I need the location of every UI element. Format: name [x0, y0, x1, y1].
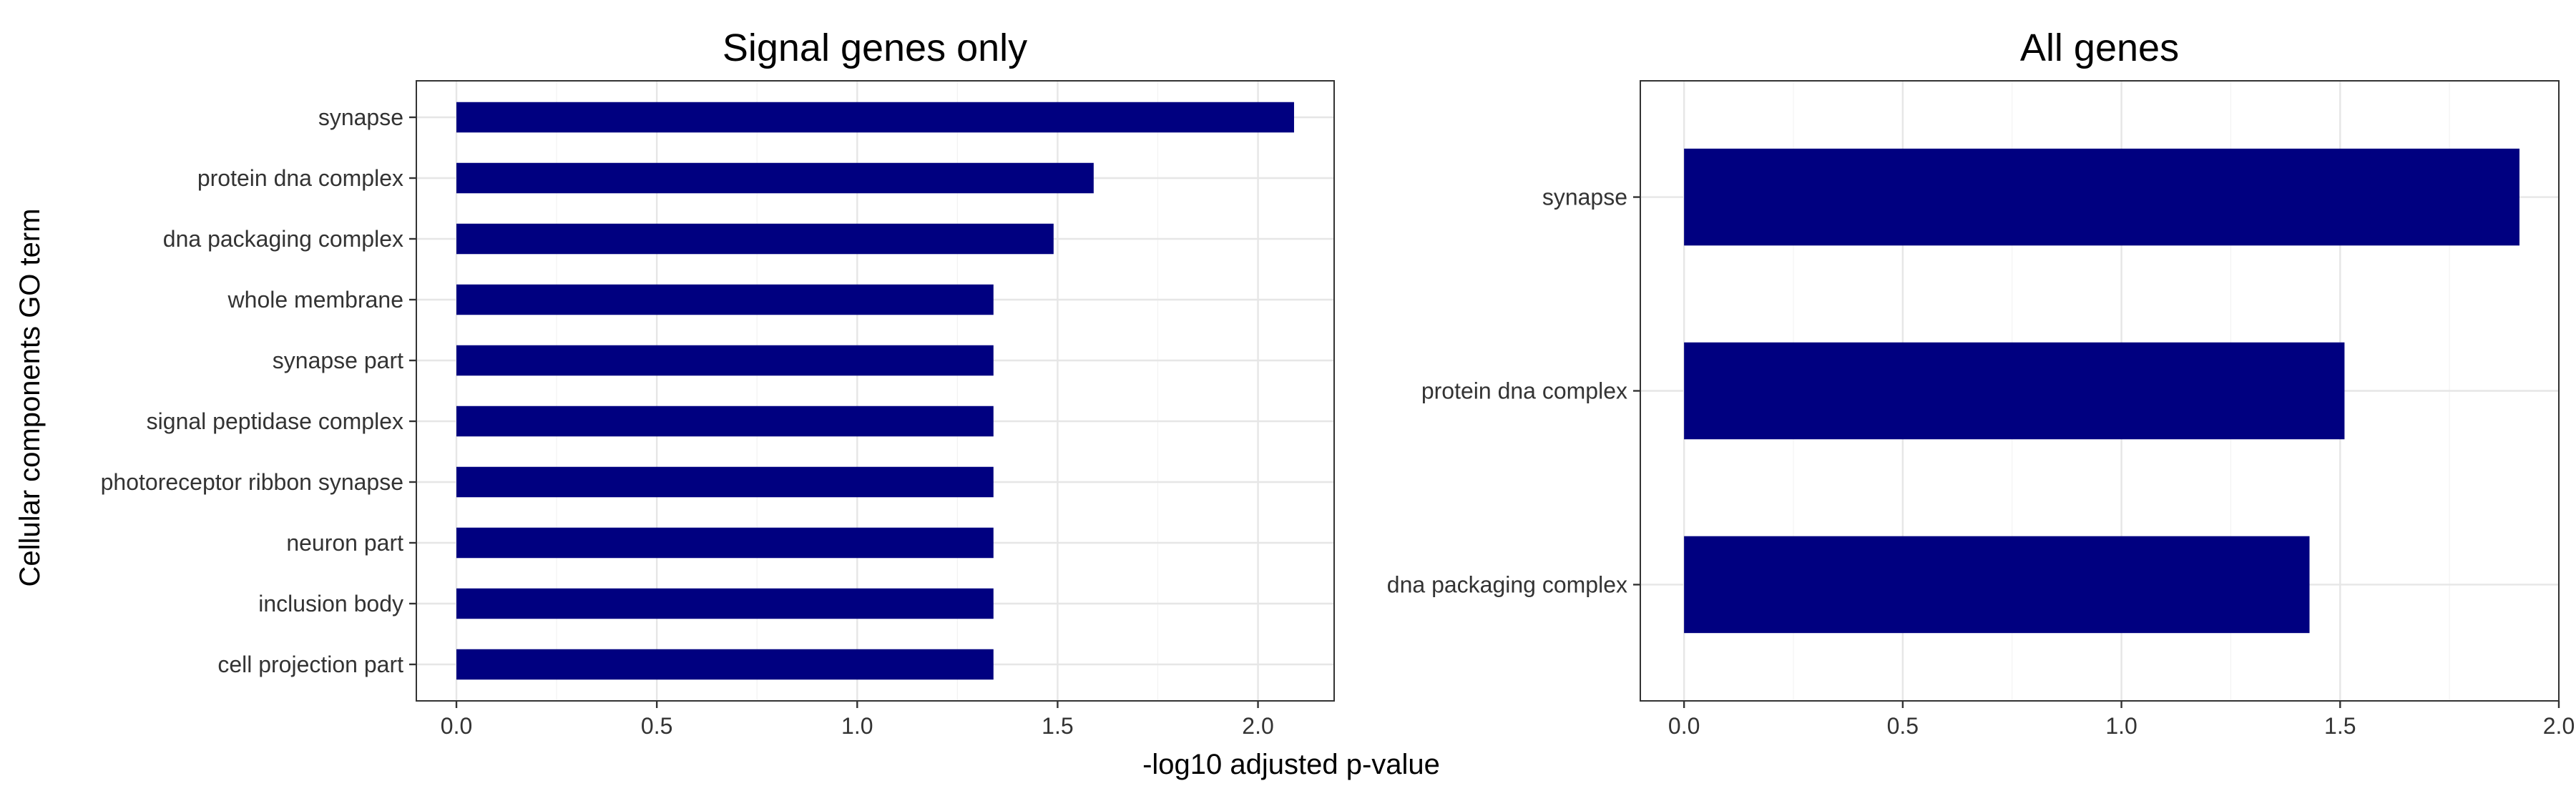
x-tick-label: 1.5 — [2324, 713, 2356, 739]
category-label: cell projection part — [217, 652, 403, 677]
category-label: protein dna complex — [1421, 378, 1627, 404]
x-axis-title: -log10 adjusted p-value — [1142, 749, 1440, 780]
x-tick-label: 0.0 — [441, 713, 472, 739]
bar — [456, 345, 994, 376]
panel-title: All genes — [2020, 26, 2179, 69]
bar — [456, 162, 1094, 194]
x-tick-label: 2.0 — [2543, 713, 2575, 739]
category-label: synapse part — [273, 348, 403, 373]
category-label: whole membrane — [227, 287, 403, 313]
x-tick-label: 0.5 — [1887, 713, 1919, 739]
panel-border — [416, 80, 1335, 702]
bar — [456, 649, 994, 680]
bar — [456, 466, 994, 498]
category-label: signal peptidase complex — [147, 408, 403, 434]
panel-all-genes: synapse protein dna complex dna packaging … — [1387, 26, 2575, 739]
bar — [1684, 536, 2310, 634]
panel-signal-genes-only: synapse protein dna complex dna packaging … — [101, 26, 1335, 739]
bar — [456, 223, 1054, 255]
x-tick-label: 1.5 — [1042, 713, 1073, 739]
category-label: neuron part — [286, 530, 403, 556]
y-axis-title: Cellular components GO term — [14, 208, 46, 586]
bar — [456, 284, 994, 315]
category-label: synapse — [318, 104, 403, 130]
x-tick-label: 1.0 — [841, 713, 873, 739]
category-label: inclusion body — [258, 591, 403, 616]
x-tick-label: 0.0 — [1668, 713, 1700, 739]
bar — [456, 406, 994, 437]
panel-title: Signal genes only — [723, 26, 1027, 69]
x-tick-label: 0.5 — [641, 713, 672, 739]
category-label: photoreceptor ribbon synapse — [101, 469, 403, 495]
bar — [1684, 148, 2519, 246]
category-label: synapse — [1542, 185, 1627, 210]
x-tick-label: 1.0 — [2105, 713, 2137, 739]
bar — [456, 527, 994, 559]
bar — [456, 102, 1294, 133]
bar — [1684, 342, 2345, 440]
x-tick-label: 2.0 — [1242, 713, 1273, 739]
category-label: dna packaging complex — [1387, 571, 1627, 597]
category-label: protein dna complex — [197, 165, 403, 191]
bar — [456, 588, 994, 619]
category-label: dna packaging complex — [163, 226, 403, 252]
